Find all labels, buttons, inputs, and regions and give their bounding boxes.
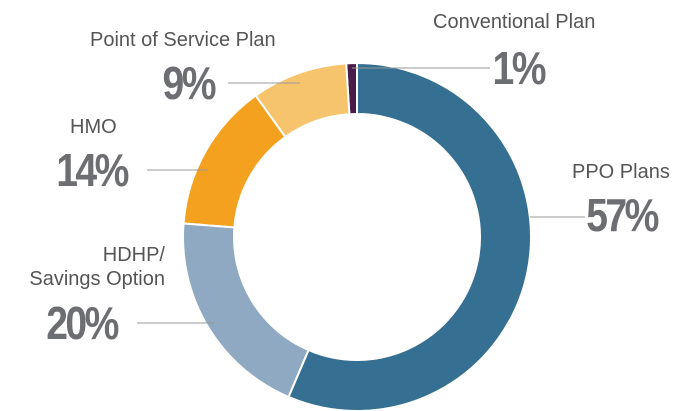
slice: [182, 94, 287, 229]
value-label: 9%: [162, 57, 217, 109]
slice: [287, 61, 532, 411]
value-label: 1%: [492, 42, 547, 94]
slice: [254, 62, 351, 139]
slice: [182, 222, 310, 399]
slice-label: PPO Plans: [572, 161, 670, 183]
slice-label: HMO: [70, 116, 117, 138]
value-label: 14%: [56, 144, 129, 196]
value-label: 57%: [586, 189, 659, 241]
value-label: 20%: [46, 297, 119, 349]
slice-label: Point of Service Plan: [90, 29, 276, 51]
slice-label: HDHP/ Savings Option: [29, 244, 165, 290]
slice-label: Conventional Plan: [433, 11, 596, 33]
